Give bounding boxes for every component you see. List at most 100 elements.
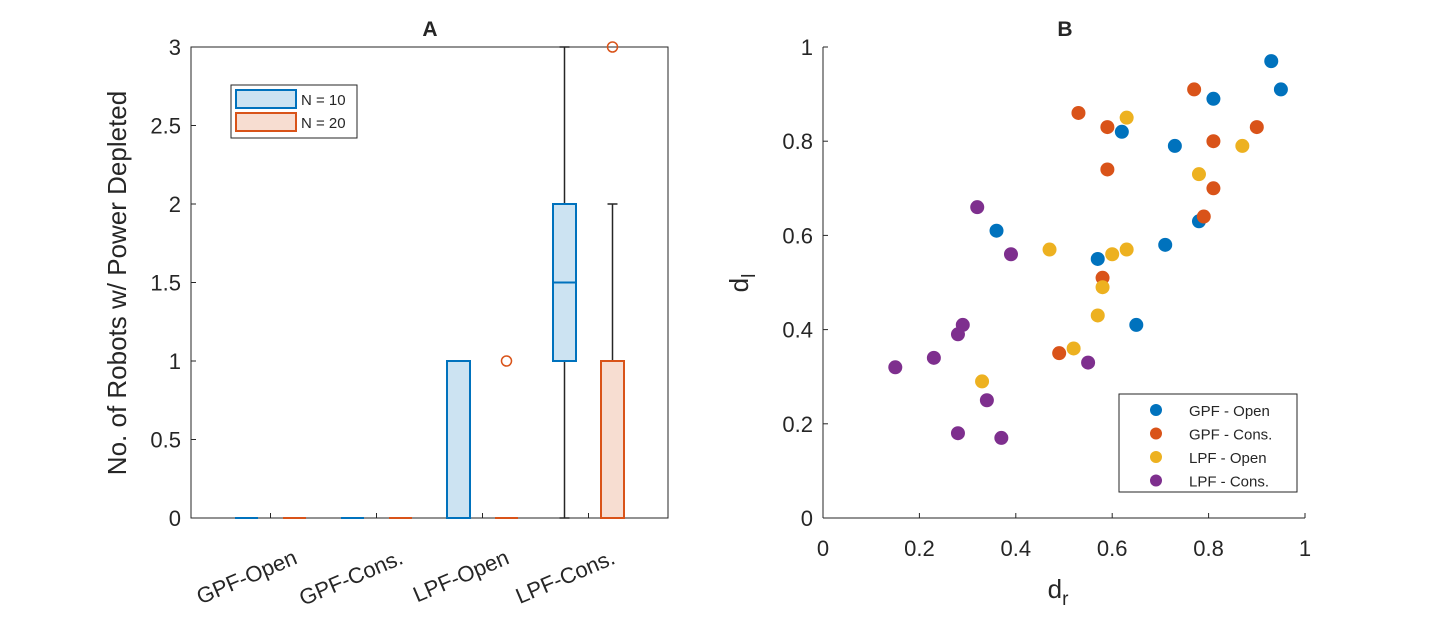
panel-a-category-label: LPF-Open: [409, 545, 512, 608]
panel-b-point: [1052, 346, 1067, 361]
panel-b-axes: 0 0.2 0.4 0.6 0.8 1 0 0.2 0.4 0.6 0.8 1: [782, 35, 1311, 561]
panel-a-category-label: GPF-Cons.: [295, 545, 406, 611]
panel-b-y-tick-label: 0.2: [782, 412, 813, 437]
panel-b-point: [1158, 237, 1173, 252]
panel-b-y-tick-label: 0: [801, 506, 813, 531]
panel-a-y-tick-label: 1.5: [150, 271, 181, 296]
panel-b-point: [1167, 138, 1182, 153]
panel-a-box-group: [446, 360, 471, 519]
panel-b-point: [950, 426, 965, 441]
panel-b-y-tick-label: 0.8: [782, 129, 813, 154]
panel-b-point: [1042, 242, 1057, 257]
panel-b-point: [994, 430, 1009, 445]
panel-b-point: [1090, 308, 1105, 323]
panel-b-point: [950, 327, 965, 342]
panel-b-point: [1249, 120, 1264, 135]
panel-b-point: [1119, 242, 1134, 257]
panel-a-legend: N = 10 N = 20: [230, 84, 358, 139]
panel-b-point: [1100, 120, 1115, 135]
panel-a-legend-label: N = 10: [301, 92, 346, 109]
panel-b-point: [970, 200, 985, 215]
panel-b-legend-label: GPF - Open: [1189, 403, 1270, 420]
panel-b-legend-label: LPF - Open: [1189, 450, 1267, 467]
panel-b-y-axis-label-main: d: [724, 278, 754, 292]
panel-b-point: [926, 350, 941, 365]
panel-b-legend-marker: [1150, 427, 1162, 440]
panel-a-legend-swatch: [235, 112, 297, 132]
panel-a-y-axis-label: No. of Robots w/ Power Depleted: [102, 91, 132, 475]
panel-a-y-tick-label: 0.5: [150, 428, 181, 453]
panel-a-y-tick-label: 3: [169, 35, 181, 60]
panel-a-y-tick-label: 0: [169, 506, 181, 531]
panel-b-point: [1264, 54, 1279, 69]
panel-a-box-group: [600, 41, 625, 519]
panel-b-legend-label: LPF - Cons.: [1189, 474, 1269, 491]
panel-b-point: [989, 223, 1004, 238]
panel-b-point: [1206, 181, 1221, 196]
panel-a-boxplot: A No. of Robots w/ Power Depleted 0 0.5 1 1…: [102, 18, 669, 611]
panel-b-x-axis-label: dr: [1048, 574, 1069, 610]
panel-a-y-tick-label: 1: [169, 349, 181, 374]
panel-a-category-label: GPF-Open: [193, 545, 301, 610]
panel-b-y-tick-label: 0.6: [782, 223, 813, 248]
panel-b-y-tick-label: 1: [801, 35, 813, 60]
panel-b-legend-frame: [1118, 393, 1298, 493]
panel-b-x-axis-label-main: d: [1048, 574, 1062, 604]
panel-b-legend: GPF - Open GPF - Cons. LPF - Open LPF - Con…: [1118, 393, 1298, 493]
panel-b-legend-marker: [1150, 404, 1162, 416]
panel-a-box-group: [495, 355, 518, 519]
panel-a-legend-label: N = 20: [301, 115, 346, 132]
panel-b-x-tick-label: 0: [817, 536, 829, 561]
panel-a-title: A: [422, 18, 437, 41]
panel-b-point: [979, 393, 994, 408]
panel-b-point: [1206, 91, 1221, 106]
panel-a-box-group: [552, 46, 577, 519]
panel-b-point: [1273, 82, 1288, 97]
panel-b-point: [1196, 209, 1211, 224]
panel-b-x-tick-label: 0.4: [1001, 536, 1032, 561]
panel-b-point: [1235, 138, 1250, 153]
panel-b-point: [1119, 110, 1134, 125]
panel-a-y-tick-label: 2: [169, 192, 181, 217]
panel-b-point: [1129, 317, 1144, 332]
panel-b-point: [1071, 105, 1086, 120]
panel-a-legend-frame: [230, 84, 358, 139]
panel-b-point: [1081, 355, 1096, 370]
panel-b-point: [1105, 247, 1120, 262]
panel-b-point: [1187, 82, 1202, 97]
panel-a-y-tick-label: 2.5: [150, 114, 181, 139]
panel-b-point: [888, 360, 903, 375]
panel-a-outlier: [606, 41, 619, 53]
panel-b-legend-label: GPF - Cons.: [1189, 427, 1272, 444]
panel-b-point: [1191, 167, 1206, 182]
panel-b-scatter: B dl dr 00.20.40.60.810 0.2 0.4 0.6 0.8 1 GPF…: [724, 18, 1311, 610]
panel-b-point: [1090, 251, 1105, 266]
panel-b-x-tick-label: 0.8: [1193, 536, 1224, 561]
panel-b-point: [1206, 134, 1221, 149]
panel-b-title: B: [1057, 18, 1072, 41]
panel-b-point: [1066, 341, 1081, 356]
panel-a-category-label: LPF-Cons.: [512, 545, 619, 609]
panel-b-x-tick-label: 1: [1299, 536, 1311, 561]
panel-b-y-tick-label: 0.4: [782, 318, 813, 343]
panel-b-point: [1114, 124, 1129, 139]
panel-b-x-axis-label-sub: r: [1062, 589, 1069, 610]
panel-b-point: [1003, 247, 1018, 262]
panel-a-box: [600, 360, 625, 519]
panel-a-box: [446, 360, 471, 519]
panel-b-legend-marker: [1150, 451, 1162, 463]
panel-a-legend-swatch: [235, 89, 297, 109]
panel-b-point: [1095, 280, 1110, 295]
panel-a-boxes: [235, 41, 625, 519]
panel-b-y-axis-label-sub: l: [739, 274, 760, 278]
panel-a-outlier: [500, 355, 513, 367]
panel-b-points: [888, 54, 1288, 445]
panel-b-point: [1100, 162, 1115, 177]
panel-b-point: [975, 374, 990, 389]
panel-b-x-tick-label: 0.2: [904, 536, 935, 561]
panel-b-y-axis-label: dl: [724, 274, 760, 293]
panel-b-x-tick-label: 0.6: [1097, 536, 1128, 561]
panel-b-legend-marker: [1150, 474, 1162, 487]
